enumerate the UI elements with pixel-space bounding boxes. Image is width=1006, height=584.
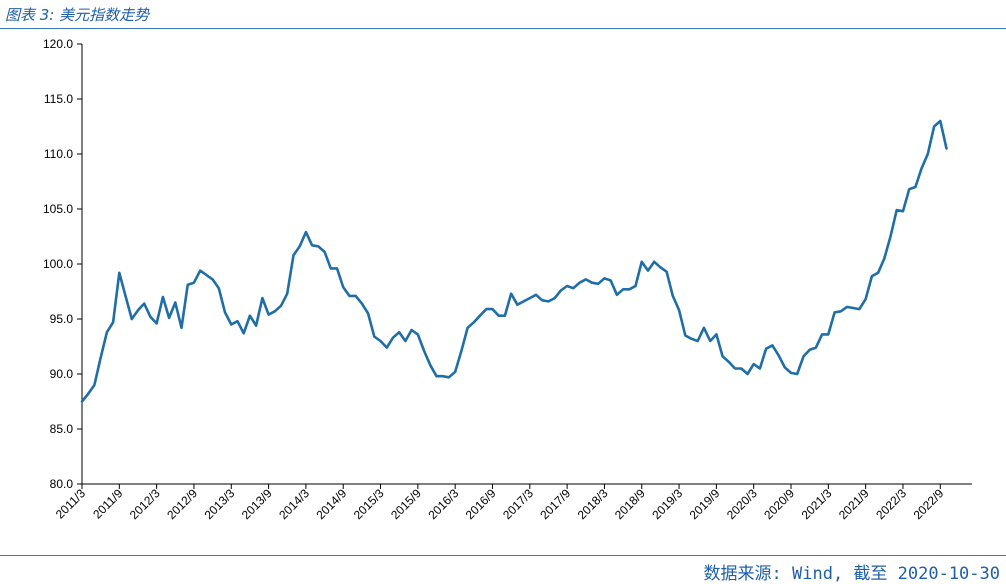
y-tick-label: 85.0	[50, 422, 74, 436]
x-tick-label: 2014/9	[313, 486, 349, 522]
x-tick-label: 2018/9	[612, 486, 648, 522]
y-tick-label: 100.0	[43, 257, 73, 271]
x-tick-label: 2015/9	[388, 486, 424, 522]
x-tick-label: 2019/3	[649, 486, 685, 522]
x-tick-label: 2013/3	[202, 486, 238, 522]
x-tick-label: 2020/9	[761, 486, 797, 522]
x-tick-label: 2014/3	[276, 486, 312, 522]
chart-caption: 图表 3: 美元指数走势	[5, 6, 150, 24]
data-source-note: 数据来源: Wind, 截至 2020-10-30	[703, 564, 1000, 584]
x-tick-label: 2011/9	[90, 486, 125, 521]
x-tick-label: 2020/3	[724, 486, 760, 522]
x-tick-labels: 2011/3 2011/9 2012/3 2012/9 2013/3 2013/9 2014…	[53, 486, 947, 522]
y-tick-label: 95.0	[50, 312, 74, 326]
chart-area: 80.0 85.0 90.0 95.0 100.0 105.0 110.0 115.0 120.…	[0, 30, 1006, 550]
y-tick-label: 90.0	[50, 367, 74, 381]
y-tick-label: 115.0	[44, 92, 73, 106]
x-tick-label: 2019/9	[687, 486, 723, 522]
x-tick-label: 2013/9	[239, 486, 275, 522]
x-tick-label: 2011/3	[53, 486, 88, 521]
x-tick-label: 2016/3	[425, 486, 461, 522]
x-tick-label: 2022/9	[911, 486, 947, 522]
axes-group	[77, 43, 972, 489]
y-tick-labels: 80.0 85.0 90.0 95.0 100.0 105.0 110.0 115.0 120.…	[43, 37, 73, 491]
x-tick-label: 2017/3	[500, 486, 536, 522]
x-tick-label: 2022/3	[873, 486, 909, 522]
title-rule	[0, 28, 1006, 29]
y-tick-label: 105.0	[43, 202, 73, 216]
y-tick-label: 110.0	[44, 147, 73, 161]
x-tick-label: 2021/9	[836, 486, 872, 522]
x-tick-label: 2017/9	[537, 486, 573, 522]
series-group	[80, 119, 948, 403]
x-tick-label: 2018/3	[575, 486, 611, 522]
y-tick-label: 120.0	[43, 37, 73, 51]
x-tick-label: 2012/3	[127, 486, 163, 522]
title-bar: 图表 3: 美元指数走势	[0, 0, 1006, 30]
footer-rule	[0, 555, 1006, 556]
x-tick-label: 2015/3	[351, 486, 387, 522]
x-tick-label: 2021/3	[799, 486, 835, 522]
y-tick-label: 80.0	[50, 477, 74, 491]
dollar-index-line	[80, 119, 948, 403]
x-tick-label: 2012/9	[164, 486, 200, 522]
line-chart: 80.0 85.0 90.0 95.0 100.0 105.0 110.0 115.0 120.…	[43, 37, 972, 522]
x-tick-label: 2016/9	[463, 486, 499, 522]
